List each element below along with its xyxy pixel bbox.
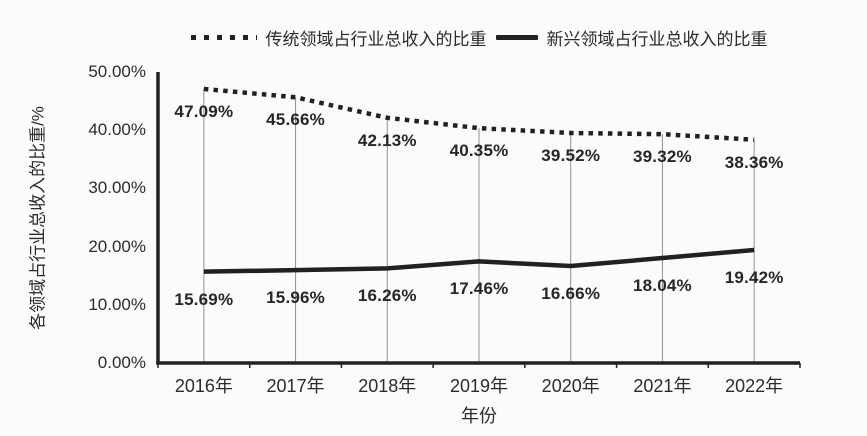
series-line-emerging-solid [203,247,755,274]
legend-swatch-dotted-line [190,34,257,40]
legend-label-emerging: 新兴领域占行业总收入的比重 [546,29,768,49]
y-tick-label: 30.00% [88,178,146,198]
data-label-traditional: 42.13% [357,130,417,150]
legend-label-traditional: 传统领域占行业总收入的比重 [265,29,487,49]
x-tick-label: 2020年 [541,376,600,396]
data-label-emerging: 19.42% [724,267,784,287]
y-tick-label: 50.00% [88,62,146,81]
x-tick-label: 2017年 [266,376,325,396]
data-label-emerging: 18.04% [632,276,692,295]
x-tick-label: 2021年 [633,376,692,396]
data-label-traditional: 47.09% [174,101,234,121]
x-tick-label: 2016年 [174,376,233,396]
y-tick-label: 40.00% [88,120,146,140]
data-label-emerging: 15.96% [266,288,325,308]
legend: 传统领域占行业总收入的比重 新兴领域占行业总收入的比重 [158,26,800,49]
x-tick-label: 2019年 [449,376,509,396]
data-label-traditional: 40.35% [449,141,509,161]
y-tick-label: 20.00% [88,236,146,256]
data-label-traditional: 38.36% [724,152,784,172]
data-label-traditional: 39.32% [632,147,692,167]
x-axis-title: 年份 [461,406,497,426]
data-label-emerging: 16.26% [357,286,417,306]
x-tick-label: 2018年 [358,376,417,396]
y-tick-label: 0.00% [97,353,146,372]
data-label-emerging: 17.46% [449,279,509,299]
y-axis-title: 各领域占行业总收入的比重/% [28,106,48,330]
data-label-traditional: 45.66% [266,110,325,130]
legend-swatch-solid-line [495,34,538,40]
x-tick-label: 2022年 [725,376,784,396]
data-label-emerging: 16.66% [541,284,601,304]
data-label-emerging: 15.69% [174,289,234,309]
y-tick-label: 10.00% [88,294,146,314]
data-label-traditional: 39.52% [541,145,601,165]
